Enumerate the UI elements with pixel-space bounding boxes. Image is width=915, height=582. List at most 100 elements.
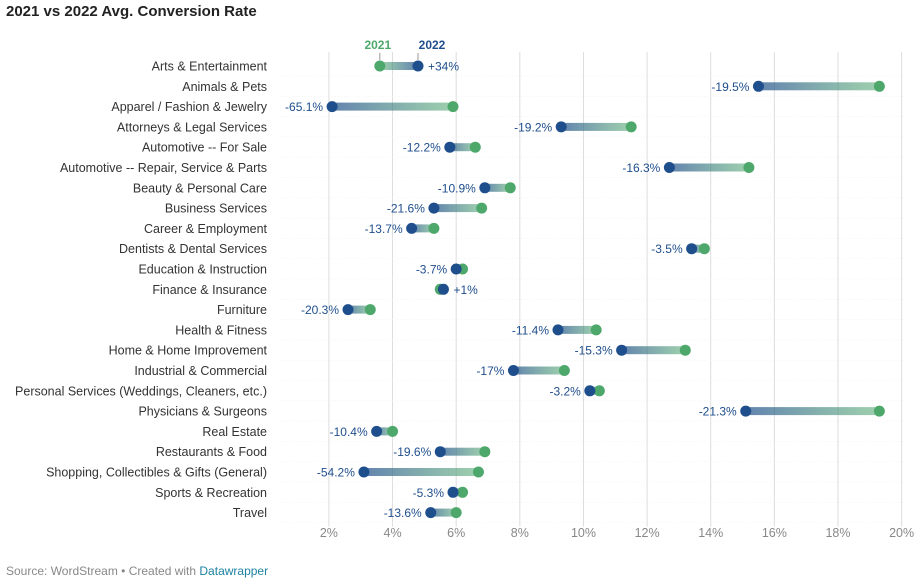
category-label: Automotive -- For Sale <box>142 141 267 155</box>
dot-2021 <box>743 162 755 173</box>
change-label: -13.7% <box>365 222 403 236</box>
category-label: Industrial & Commercial <box>134 364 267 378</box>
range-bar <box>332 102 453 111</box>
change-label: -11.4% <box>512 323 549 337</box>
rows-layer: Arts & Entertainment +34% Animals & Pets -1… <box>15 60 885 520</box>
range-bar <box>745 407 880 416</box>
dot-2022 <box>450 263 462 275</box>
range-bar <box>513 366 565 375</box>
dot-2022 <box>740 405 752 417</box>
x-tick-label: 8% <box>511 526 529 540</box>
x-tick-label: 16% <box>762 526 787 540</box>
x-tick-label: 20% <box>889 526 914 540</box>
change-label: -65.1% <box>285 100 323 114</box>
change-label: -17% <box>476 364 504 378</box>
range-bar <box>348 305 371 314</box>
x-tick-label: 12% <box>635 526 660 540</box>
dot-2022 <box>584 385 596 397</box>
data-row: Arts & Entertainment +34% <box>152 60 460 74</box>
range-bar <box>758 82 880 91</box>
chart-title: 2021 vs 2022 Avg. Conversion Rate <box>6 3 257 20</box>
dot-2021 <box>873 80 885 92</box>
dot-2022 <box>326 101 338 113</box>
data-row: Personal Services (Weddings, Cleaners, e… <box>15 384 605 398</box>
change-label: -19.5% <box>711 80 749 94</box>
range-bar <box>621 346 686 355</box>
change-label: -16.3% <box>622 161 660 175</box>
change-label: -12.2% <box>403 141 441 155</box>
change-label: -5.3% <box>413 486 445 500</box>
change-label: -3.5% <box>651 242 683 256</box>
category-label: Business Services <box>165 202 267 216</box>
category-label: Beauty & Personal Care <box>133 181 267 195</box>
dot-2021 <box>428 222 440 234</box>
change-label: -10.4% <box>330 425 368 439</box>
category-label: Furniture <box>217 303 267 317</box>
data-row: Industrial & Commercial -17% <box>134 364 570 378</box>
x-tick-label: 2% <box>320 526 338 540</box>
change-label: -20.3% <box>301 303 339 317</box>
dot-2022 <box>447 486 459 498</box>
change-label: -13.6% <box>384 506 422 520</box>
dot-2021 <box>364 304 376 316</box>
change-label: -54.2% <box>317 466 355 480</box>
category-label: Career & Employment <box>144 222 267 236</box>
dot-2022 <box>752 80 764 92</box>
dot-2021 <box>625 121 637 133</box>
category-label: Physicians & Surgeons <box>138 405 267 419</box>
category-label: Arts & Entertainment <box>152 60 268 74</box>
change-label: +34% <box>428 60 459 74</box>
category-label: Travel <box>233 506 267 520</box>
x-tick-label: 10% <box>571 526 596 540</box>
range-bar <box>363 468 479 476</box>
change-label: -10.9% <box>438 181 476 195</box>
data-row: Career & Employment -13.7% <box>144 222 440 236</box>
x-tick-label: 18% <box>825 526 850 540</box>
range-bar <box>561 122 632 131</box>
range-bar <box>691 244 705 253</box>
dot-2022 <box>437 283 449 295</box>
category-label: Apparel / Fashion & Jewelry <box>111 100 267 114</box>
category-label: Dentists & Dental Services <box>119 242 267 256</box>
datawrapper-link[interactable]: Datawrapper <box>199 564 269 578</box>
dot-2021 <box>590 324 602 336</box>
legend: 2021 2022 <box>364 38 446 60</box>
category-label: Finance & Insurance <box>152 283 267 297</box>
category-label: Education & Instruction <box>138 263 267 277</box>
dot-2021 <box>450 507 462 519</box>
data-row: Furniture -20.3% <box>217 303 376 317</box>
data-row: Beauty & Personal Care -10.9% <box>133 181 516 195</box>
range-bar <box>379 62 418 70</box>
data-row: Finance & Insurance +1% <box>152 283 478 297</box>
data-row: Animals & Pets -19.5% <box>182 80 885 94</box>
dot-2021 <box>387 425 399 437</box>
range-bar <box>411 224 434 233</box>
dot-2022 <box>371 425 383 437</box>
dot-2022 <box>555 121 567 133</box>
range-bar <box>669 163 749 172</box>
range-bar <box>558 325 597 334</box>
dot-2022 <box>479 182 491 194</box>
dot-2021 <box>593 385 605 397</box>
dot-2021 <box>472 466 484 478</box>
source-text: Source: WordStream • Created with <box>6 564 200 578</box>
legend-2022: 2022 <box>419 38 446 52</box>
data-row: Apparel / Fashion & Jewelry -65.1% <box>111 100 459 114</box>
dot-2021 <box>479 446 491 458</box>
x-tick-label: 14% <box>698 526 723 540</box>
category-label: Personal Services (Weddings, Cleaners, e… <box>15 384 267 398</box>
range-bar <box>440 447 485 456</box>
data-row: Travel -13.6% <box>233 506 462 520</box>
category-label: Automotive -- Repair, Service & Parts <box>60 161 267 175</box>
footer: Source: WordStream • Created with Datawr… <box>6 564 268 578</box>
change-label: -21.6% <box>387 202 425 216</box>
dot-2022 <box>444 141 456 153</box>
category-label: Real Estate <box>202 425 267 439</box>
dot-2022 <box>663 162 675 173</box>
change-label: +1% <box>453 283 478 297</box>
x-tick-label: 6% <box>447 526 465 540</box>
dot-2021 <box>374 60 386 72</box>
dot-2022 <box>434 446 446 458</box>
dot-2022 <box>428 202 440 214</box>
data-row: Shopping, Collectibles & Gifts (General)… <box>46 466 484 480</box>
